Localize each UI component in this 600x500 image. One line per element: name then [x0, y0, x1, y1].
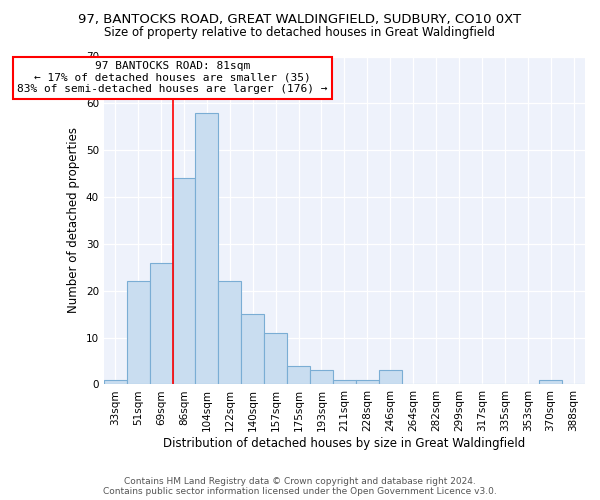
Bar — [241, 314, 264, 384]
Text: Contains HM Land Registry data © Crown copyright and database right 2024.
Contai: Contains HM Land Registry data © Crown c… — [103, 476, 497, 496]
Bar — [127, 282, 149, 385]
Bar — [356, 380, 379, 384]
Bar — [196, 112, 218, 384]
Text: 97, BANTOCKS ROAD, GREAT WALDINGFIELD, SUDBURY, CO10 0XT: 97, BANTOCKS ROAD, GREAT WALDINGFIELD, S… — [79, 12, 521, 26]
Text: 97 BANTOCKS ROAD: 81sqm
← 17% of detached houses are smaller (35)
83% of semi-de: 97 BANTOCKS ROAD: 81sqm ← 17% of detache… — [17, 61, 328, 94]
Bar — [287, 366, 310, 384]
Text: Size of property relative to detached houses in Great Waldingfield: Size of property relative to detached ho… — [104, 26, 496, 39]
Bar — [104, 380, 127, 384]
Bar — [149, 262, 173, 384]
Bar — [218, 282, 241, 385]
Bar — [539, 380, 562, 384]
Bar — [173, 178, 196, 384]
Bar — [310, 370, 333, 384]
Bar — [333, 380, 356, 384]
Bar — [379, 370, 401, 384]
Bar — [264, 333, 287, 384]
X-axis label: Distribution of detached houses by size in Great Waldingfield: Distribution of detached houses by size … — [163, 437, 526, 450]
Y-axis label: Number of detached properties: Number of detached properties — [67, 128, 80, 314]
